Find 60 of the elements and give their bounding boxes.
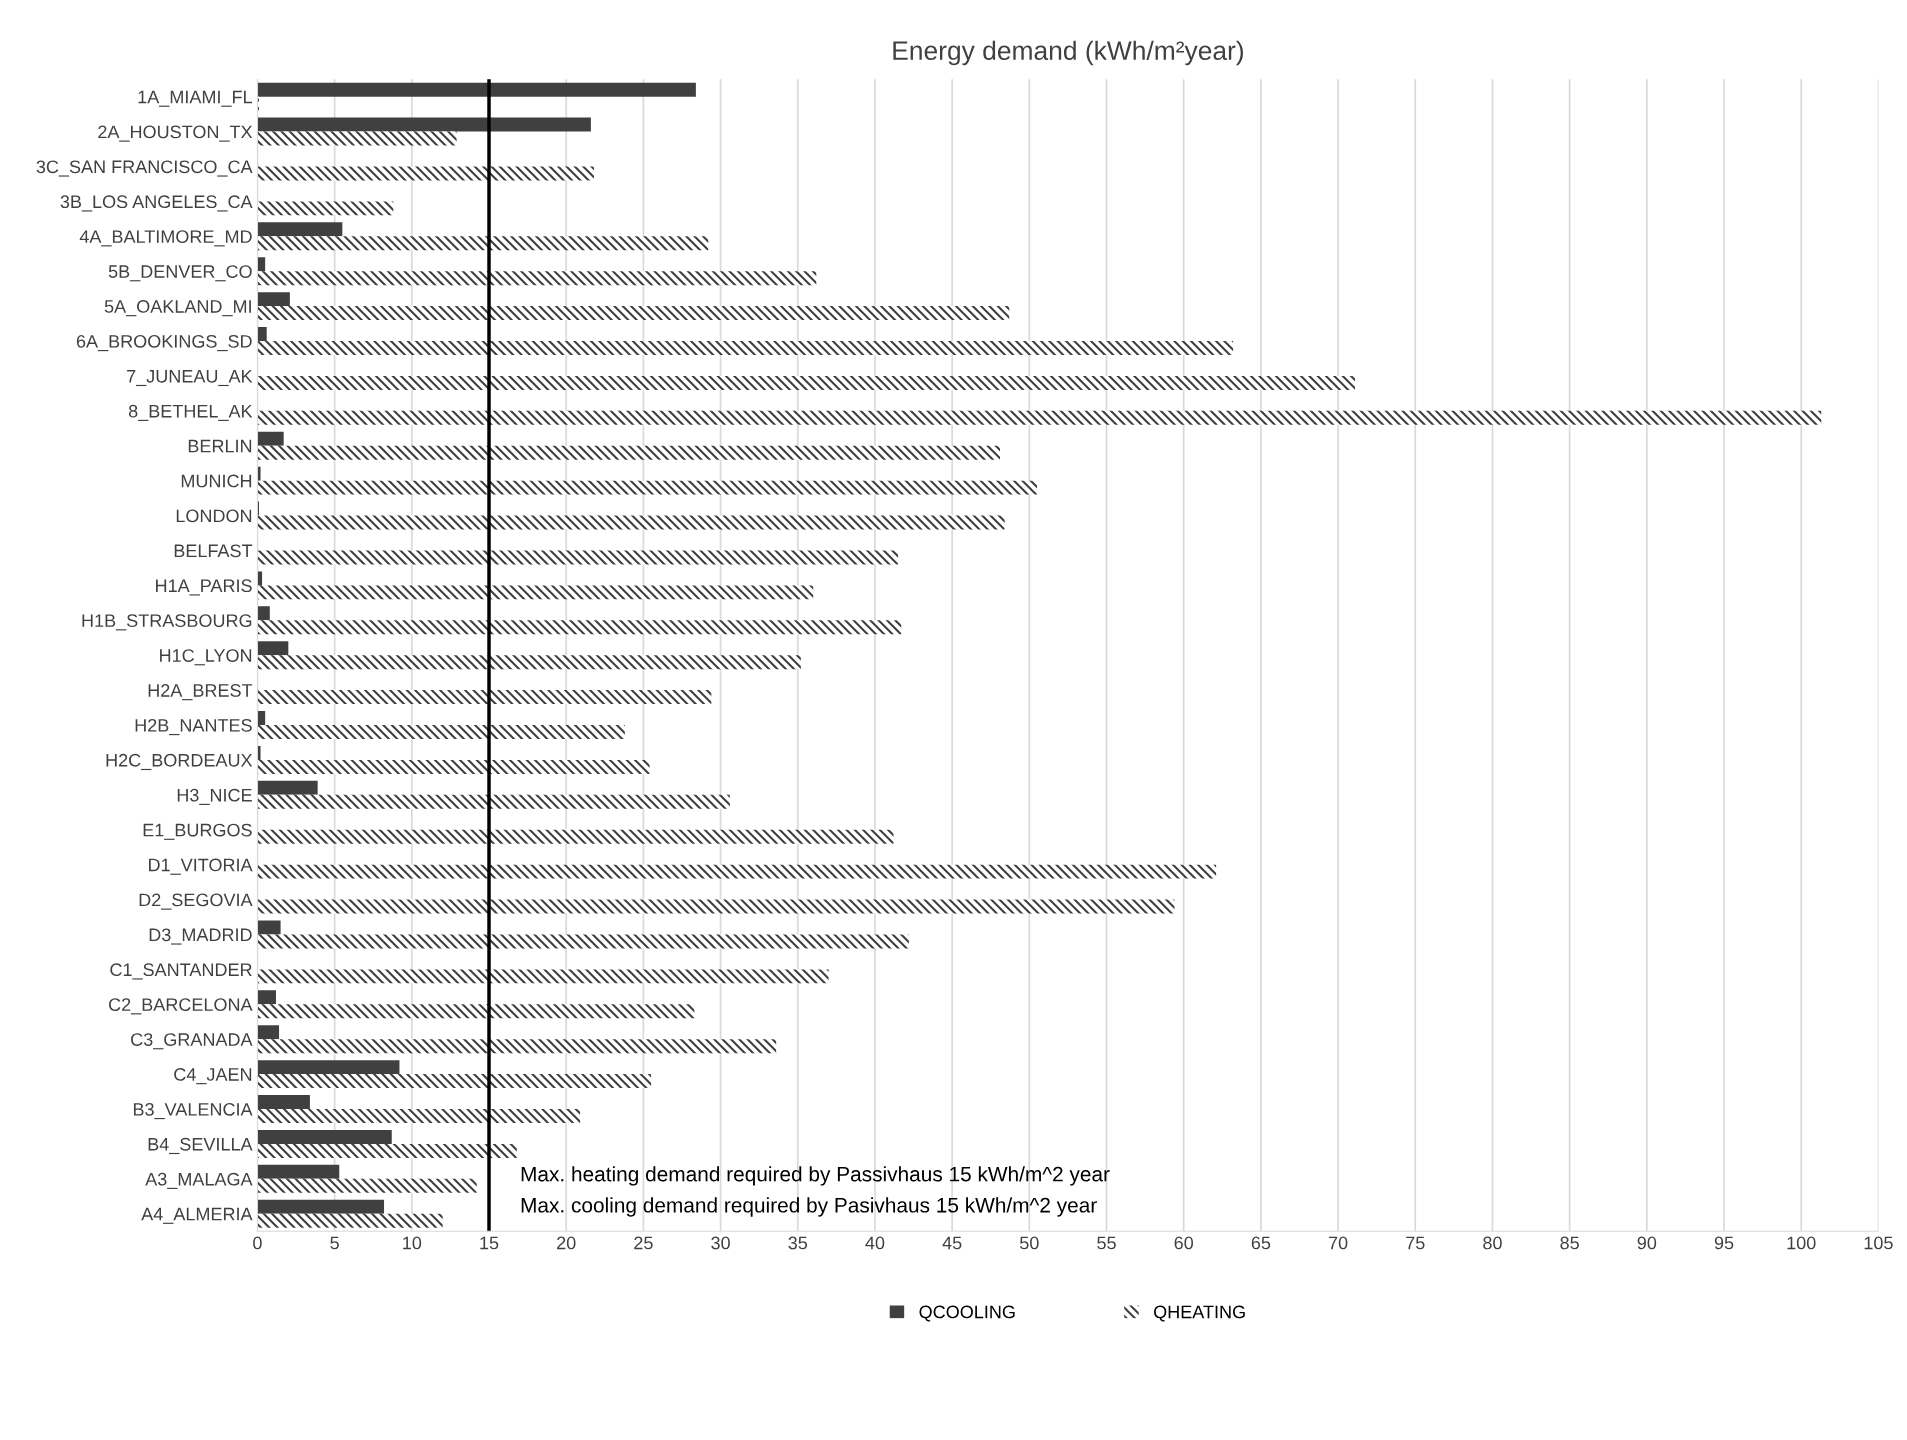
annotation: Max. heating demand required by Passivhaus 15 kWh/m^2 year <box>521 1166 1110 1186</box>
legend-label: QCOOLING <box>919 1305 1015 1322</box>
x-tick-label: 60 <box>1174 1236 1194 1250</box>
y-tick-label: 3B_LOS ANGELES_CA <box>60 195 253 212</box>
y-tick-label: E1_BURGOS <box>143 823 252 840</box>
annotation: Max. cooling demand required by Pasivhaus 15 kWh/m^2 year <box>521 1197 1097 1217</box>
x-tick-label: 100 <box>1787 1236 1816 1250</box>
x-tick-label: 0 <box>253 1236 262 1250</box>
x-tick-label: 85 <box>1560 1236 1579 1250</box>
x-tick-label: 105 <box>1864 1236 1893 1250</box>
y-tick-label: 5A_OAKLAND_MI <box>104 300 251 317</box>
y-tick-label: MUNICH <box>181 474 252 488</box>
y-tick-label: H1A_PARIS <box>156 579 252 596</box>
x-tick-label: 75 <box>1406 1236 1425 1250</box>
y-tick-label: A4_ALMERIA <box>141 1207 253 1224</box>
y-tick-label: 7_JUNEAU_AK <box>127 370 253 387</box>
y-tick-label: 3C_SAN FRANCISCO_CA <box>36 160 253 177</box>
x-tick-label: 30 <box>711 1236 730 1250</box>
y-tick-label: H2A_BREST <box>148 684 253 701</box>
x-tick-label: 80 <box>1483 1236 1502 1250</box>
x-tick-label: 65 <box>1251 1236 1271 1250</box>
y-tick-label: H1B_STRASBOURG <box>82 614 252 631</box>
y-tick-label: H3_NICE <box>177 788 252 805</box>
y-tick-label: A3_MALAGA <box>145 1172 253 1189</box>
x-tick-label: 55 <box>1097 1236 1116 1250</box>
x-tick-label: 35 <box>788 1236 808 1250</box>
y-tick-label: 5B_DENVER_CO <box>108 265 252 282</box>
y-tick-label: 4A_BALTIMORE_MD <box>79 230 252 247</box>
y-tick-label: H2B_NANTES <box>135 718 252 736</box>
y-tick-label: C1_SANTANDER <box>110 963 252 980</box>
x-tick-label: 90 <box>1637 1236 1657 1250</box>
y-tick-label: 2A_HOUSTON_TX <box>98 125 253 142</box>
y-tick-label: 1A_MIAMI_FL <box>138 90 252 107</box>
x-tick-label: 5 <box>330 1236 339 1250</box>
y-tick-label: C2_BARCELONA <box>109 998 253 1015</box>
x-tick-label: 10 <box>403 1236 422 1250</box>
y-tick-label: LONDON <box>176 509 252 523</box>
y-tick-label: C3_GRANADA <box>131 1033 253 1050</box>
legend-label: QHEATING <box>1154 1305 1245 1322</box>
x-tick-label: 50 <box>1020 1236 1039 1250</box>
y-tick-label: 8_BETHEL_AK <box>128 404 253 421</box>
y-tick-label: 6A_BROOKINGS_SD <box>76 334 252 352</box>
x-tick-label: 20 <box>557 1236 576 1250</box>
y-tick-label: H2C_BORDEAUX <box>106 753 253 771</box>
x-tick-label: 95 <box>1714 1236 1734 1250</box>
y-tick-label: D2_SEGOVIA <box>139 893 253 910</box>
y-tick-label: BERLIN <box>188 439 252 453</box>
y-tick-label: D1_VITORIA <box>149 858 253 875</box>
x-tick-label: 15 <box>480 1236 499 1250</box>
y-tick-label: B3_VALENCIA <box>133 1102 253 1120</box>
y-tick-label: H1C_LYON <box>160 649 252 666</box>
x-tick-label: 40 <box>865 1236 885 1250</box>
y-tick-label: BELFAST <box>174 544 253 558</box>
x-tick-label: 70 <box>1328 1236 1348 1250</box>
y-tick-label: B4_SEVILLA <box>148 1137 253 1155</box>
x-tick-label: 25 <box>634 1236 653 1250</box>
chart-title: Energy demand (kWh/m²year) <box>893 40 1244 66</box>
y-tick-label: C4_JAEN <box>174 1068 252 1085</box>
y-tick-label: D3_MADRID <box>149 928 252 945</box>
x-tick-label: 45 <box>942 1236 962 1250</box>
